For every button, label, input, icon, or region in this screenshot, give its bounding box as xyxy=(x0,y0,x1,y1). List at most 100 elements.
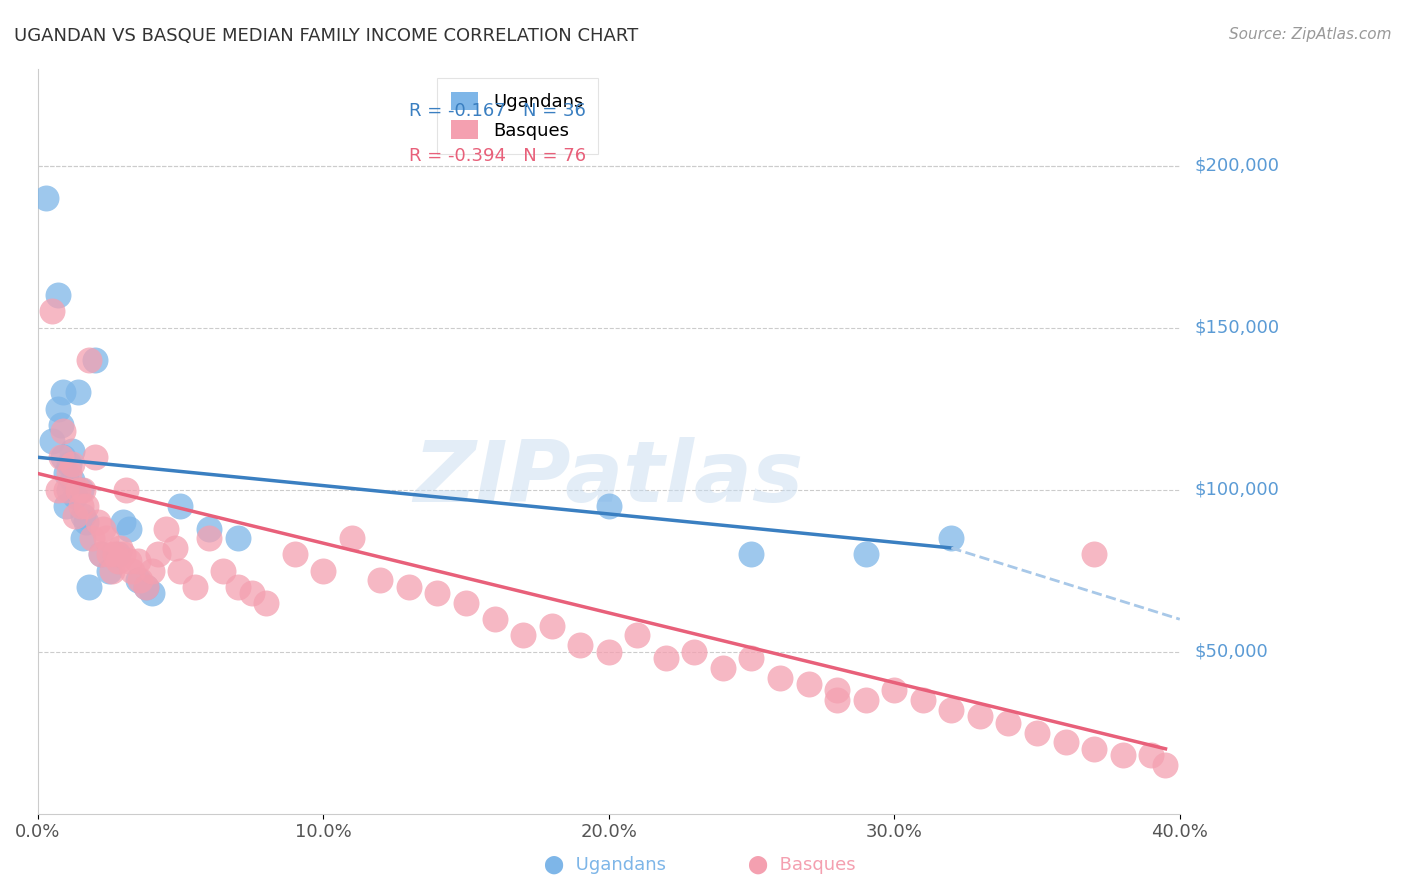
Point xyxy=(155,522,177,536)
Point xyxy=(121,564,143,578)
Point xyxy=(512,628,534,642)
Point xyxy=(110,541,132,555)
Point xyxy=(1154,758,1177,772)
Point xyxy=(883,683,905,698)
Point xyxy=(77,580,100,594)
Point xyxy=(66,483,89,497)
Point xyxy=(655,651,678,665)
Point xyxy=(72,483,94,497)
Text: $150,000: $150,000 xyxy=(1194,318,1279,336)
Text: ZIPatlas: ZIPatlas xyxy=(413,437,804,520)
Point xyxy=(169,564,191,578)
Point xyxy=(60,443,83,458)
Point xyxy=(112,548,135,562)
Point xyxy=(941,531,963,545)
Point xyxy=(226,531,249,545)
Point xyxy=(55,483,77,497)
Point xyxy=(96,531,118,545)
Point xyxy=(58,457,80,471)
Point xyxy=(72,531,94,545)
Point xyxy=(89,548,111,562)
Point xyxy=(141,564,163,578)
Point xyxy=(75,499,97,513)
Point xyxy=(49,450,72,465)
Point xyxy=(60,457,83,471)
Point xyxy=(46,483,69,497)
Point xyxy=(101,564,124,578)
Point xyxy=(683,645,706,659)
Point xyxy=(711,661,734,675)
Point xyxy=(63,508,86,523)
Point xyxy=(454,596,477,610)
Point xyxy=(740,651,762,665)
Point xyxy=(855,548,877,562)
Point xyxy=(86,515,108,529)
Point xyxy=(80,531,103,545)
Point xyxy=(598,645,620,659)
Text: $200,000: $200,000 xyxy=(1194,157,1279,175)
Point xyxy=(169,499,191,513)
Text: $50,000: $50,000 xyxy=(1194,642,1268,661)
Point xyxy=(55,499,77,513)
Point xyxy=(93,522,115,536)
Point xyxy=(183,580,205,594)
Point xyxy=(107,554,129,568)
Point xyxy=(141,586,163,600)
Text: ⬤  Basques: ⬤ Basques xyxy=(748,855,855,874)
Point xyxy=(52,450,75,465)
Text: R = -0.167   N = 36: R = -0.167 N = 36 xyxy=(409,102,586,120)
Point xyxy=(198,531,221,545)
Point xyxy=(115,483,138,497)
Point xyxy=(240,586,263,600)
Point xyxy=(66,385,89,400)
Point xyxy=(46,288,69,302)
Point xyxy=(63,489,86,503)
Point xyxy=(127,554,149,568)
Point xyxy=(825,693,848,707)
Point xyxy=(997,715,1019,730)
Point xyxy=(284,548,307,562)
Point xyxy=(118,522,141,536)
Point xyxy=(83,450,105,465)
Point xyxy=(107,548,129,562)
Point xyxy=(127,574,149,588)
Text: UGANDAN VS BASQUE MEDIAN FAMILY INCOME CORRELATION CHART: UGANDAN VS BASQUE MEDIAN FAMILY INCOME C… xyxy=(14,27,638,45)
Point xyxy=(55,467,77,481)
Point xyxy=(58,483,80,497)
Point xyxy=(626,628,648,642)
Point xyxy=(35,191,58,205)
Point xyxy=(740,548,762,562)
Point xyxy=(769,671,792,685)
Text: R = -0.394   N = 76: R = -0.394 N = 76 xyxy=(409,147,586,165)
Point xyxy=(77,353,100,368)
Text: $100,000: $100,000 xyxy=(1194,481,1279,499)
Point xyxy=(1140,748,1163,763)
Point xyxy=(46,401,69,416)
Point xyxy=(104,548,127,562)
Point xyxy=(98,564,121,578)
Legend: Ugandans, Basques: Ugandans, Basques xyxy=(437,78,598,154)
Point xyxy=(340,531,363,545)
Point xyxy=(1111,748,1133,763)
Point xyxy=(129,574,152,588)
Point xyxy=(49,417,72,432)
Point xyxy=(163,541,186,555)
Point xyxy=(112,515,135,529)
Point xyxy=(98,548,121,562)
Point xyxy=(69,483,91,497)
Point xyxy=(484,612,506,626)
Point xyxy=(368,574,391,588)
Point xyxy=(58,467,80,481)
Point xyxy=(60,473,83,487)
Point xyxy=(83,353,105,368)
Point xyxy=(52,385,75,400)
Point xyxy=(911,693,934,707)
Point xyxy=(569,638,592,652)
Point xyxy=(1083,548,1105,562)
Point xyxy=(198,522,221,536)
Point xyxy=(1054,735,1077,749)
Point xyxy=(855,693,877,707)
Text: ⬤  Ugandans: ⬤ Ugandans xyxy=(544,855,665,874)
Point xyxy=(75,515,97,529)
Point xyxy=(118,554,141,568)
